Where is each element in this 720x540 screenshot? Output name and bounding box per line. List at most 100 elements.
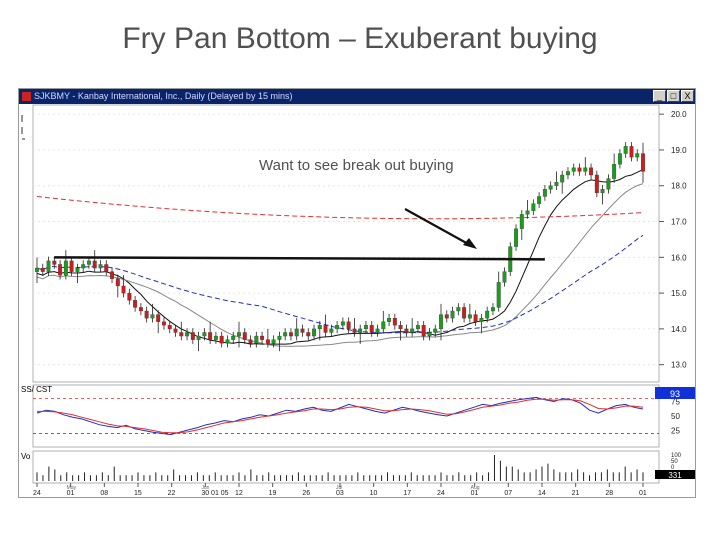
candle-up	[254, 335, 259, 344]
price-tick-label: 14.0	[671, 325, 687, 334]
candle-down	[144, 310, 149, 319]
close-button[interactable]: X	[681, 90, 694, 102]
window-titlebar[interactable]: SJKBMY - Kanbay International, Inc., Dai…	[19, 89, 695, 104]
date-tick-label: 19	[269, 490, 277, 497]
date-tick-label: 15	[134, 490, 142, 497]
price-tick-label: 15.0	[671, 289, 687, 298]
slide-title: Fry Pan Bottom – Exuberant buying	[122, 22, 598, 55]
candle-down	[462, 307, 467, 319]
oscillator-panel	[32, 384, 660, 448]
candle-up	[537, 196, 542, 204]
price-panel	[32, 104, 660, 383]
candle-up	[329, 328, 334, 333]
candle-up	[86, 260, 91, 265]
candle-up	[514, 228, 518, 247]
candle-down	[300, 328, 305, 333]
candle-up	[566, 171, 570, 176]
date-tick-label: 24	[437, 490, 445, 497]
candle-up	[35, 267, 39, 272]
candle-down	[352, 328, 357, 333]
candle-down	[219, 335, 224, 344]
date-tick-label: 01	[67, 490, 75, 497]
candle-down	[577, 167, 582, 172]
oscillator-value-badge	[655, 387, 695, 399]
chart-canvas[interactable]: 20.0 19.0 18.0 17.0 16.0 15.0 14.0 13.0 Want to…	[19, 89, 695, 497]
app-icon	[22, 92, 31, 101]
candle-up	[237, 332, 241, 337]
candle-down	[248, 339, 253, 344]
candle-down	[173, 328, 178, 333]
candle-down	[127, 292, 132, 301]
candle-up	[485, 310, 490, 319]
candle-down	[58, 264, 63, 276]
candle-up	[225, 339, 230, 344]
oscillator-tick-label: 50	[671, 412, 680, 421]
candle-up	[439, 314, 443, 330]
candle-up	[635, 153, 640, 158]
window-title: SJKBMY - Kanbay International, Inc., Dai…	[34, 91, 293, 101]
date-tick-label: 10	[370, 490, 378, 497]
volume-tick-label: 50	[671, 459, 678, 465]
ma-short-line	[36, 169, 644, 345]
candle-down	[288, 332, 293, 337]
candle-up	[583, 167, 588, 172]
date-tick-label: 01	[639, 490, 647, 497]
candle-up	[433, 328, 438, 333]
candle-down	[589, 167, 594, 176]
date-tick-label: 12	[235, 490, 243, 497]
ma-longterm-line	[36, 196, 644, 220]
candle-up	[364, 325, 368, 330]
candle-down	[121, 285, 126, 294]
price-tick-label: 13.0	[671, 361, 687, 370]
volume-value: 331	[668, 471, 682, 480]
candle-up	[456, 307, 461, 312]
volume-value-badge	[655, 470, 695, 479]
annotation-text: Want to see break out buying	[259, 157, 454, 174]
candle-up	[525, 210, 530, 215]
date-tick-label: 07	[504, 490, 512, 497]
candle-up	[548, 185, 553, 190]
candle-up	[312, 328, 316, 337]
resistance-line	[54, 256, 545, 261]
candle-down	[444, 314, 449, 319]
candle-up	[531, 203, 536, 211]
candle-down	[323, 325, 328, 333]
candle-up	[196, 335, 201, 340]
volume-bars	[36, 455, 644, 481]
oscillator-axis: 75 50 25	[671, 398, 680, 436]
price-tick-label: 16.0	[671, 253, 687, 262]
arrowhead-icon	[463, 238, 477, 249]
ma-mid-line	[36, 183, 644, 347]
candle-up	[202, 332, 207, 337]
candle-up	[427, 332, 432, 337]
price-tick-label: 18.0	[671, 182, 687, 191]
month-label: Aug	[471, 485, 480, 491]
volume-label: Vo	[21, 452, 31, 461]
minimize-button[interactable]: _	[653, 90, 666, 102]
candle-up	[358, 328, 363, 333]
candle-down	[369, 325, 374, 333]
chart-window: SJKBMY - Kanbay International, Inc., Dai…	[18, 88, 696, 498]
candle-up	[415, 325, 420, 330]
month-label: Jul	[336, 485, 342, 491]
date-tick-label: 21	[572, 490, 580, 497]
candle-up	[467, 314, 472, 319]
left-toolbar[interactable]	[21, 115, 25, 140]
candle-up	[450, 310, 455, 319]
candle-down	[242, 332, 247, 340]
candle-up	[185, 332, 190, 337]
candle-up	[231, 335, 236, 340]
date-tick-label: 14	[538, 490, 546, 497]
maximize-button[interactable]: □	[667, 90, 680, 102]
candle-up	[75, 267, 80, 272]
annotation-arrow	[404, 208, 471, 246]
date-tick-label: 01	[471, 490, 479, 497]
candle-down	[421, 325, 426, 337]
candle-up	[554, 182, 559, 186]
candle-up	[340, 321, 345, 326]
candle-up	[490, 307, 495, 312]
moving-averages	[36, 169, 644, 347]
candle-down	[156, 314, 161, 322]
candle-down	[179, 332, 184, 337]
